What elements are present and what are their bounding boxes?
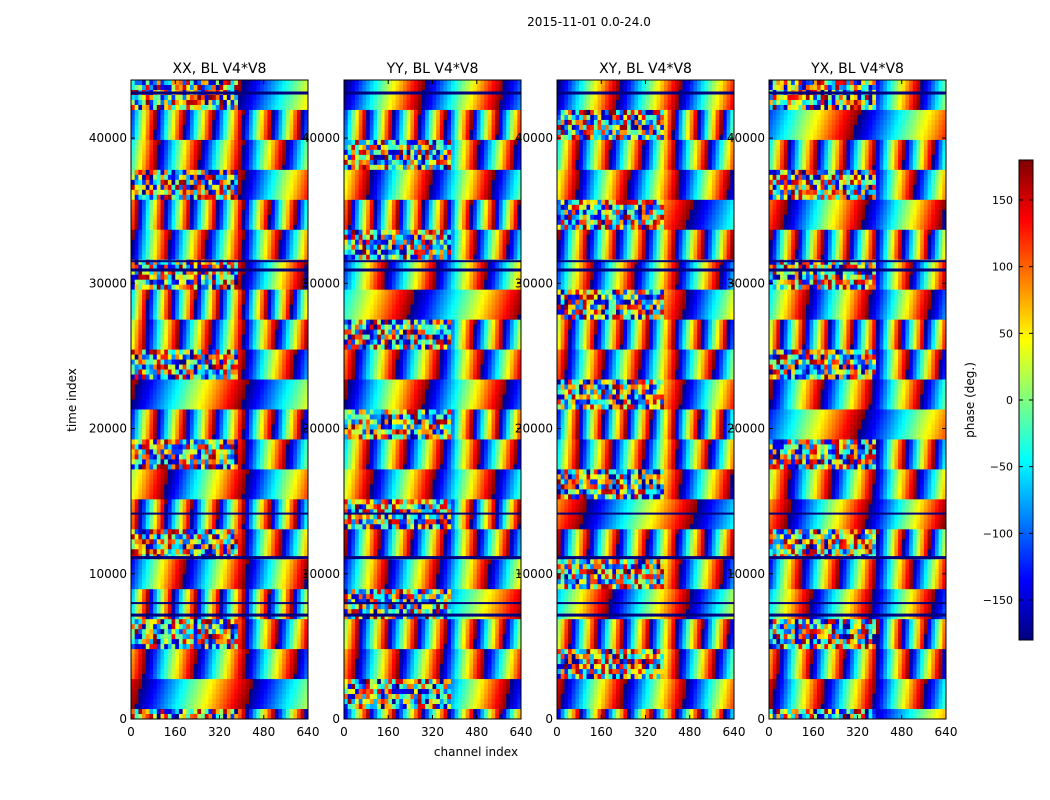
x-tick-label: 640 [297, 725, 320, 739]
colorbar-tick-label: −50 [990, 461, 1013, 474]
x-tick-label: 0 [553, 725, 561, 739]
colorbar-tick-label: −150 [983, 594, 1013, 607]
flagged-row [131, 602, 308, 605]
colorbar-tick-label: 0 [1006, 394, 1013, 407]
flagged-row [769, 613, 946, 617]
y-tick-label: 30000 [727, 276, 765, 290]
y-tick-label: 0 [119, 712, 127, 726]
flagged-row [557, 268, 734, 272]
flagged-row [344, 602, 521, 605]
flagged-row [557, 613, 734, 617]
x-tick-label: 160 [164, 725, 187, 739]
x-tick-label: 320 [208, 725, 231, 739]
x-tick-label: 160 [590, 725, 613, 739]
y-tick-label: 20000 [727, 422, 765, 436]
x-tick-label: 640 [510, 725, 533, 739]
y-tick-label: 30000 [515, 276, 553, 290]
panel-title: YY, BL V4*V8 [386, 61, 479, 77]
y-tick-label: 10000 [515, 567, 553, 581]
flagged-row [344, 556, 521, 560]
heatmap-panel-3: XY, BL V4*V8 0 160 320 480 640 0 10000 20000 3000… [515, 61, 746, 739]
y-tick-label: 40000 [515, 131, 553, 145]
x-tick-label: 160 [377, 725, 400, 739]
x-tick-label: 320 [421, 725, 444, 739]
flagged-row [769, 91, 946, 95]
flagged-row [769, 602, 946, 605]
y-tick-label: 30000 [302, 276, 340, 290]
y-tick-label: 40000 [302, 131, 340, 145]
flagged-row [131, 91, 308, 95]
figure-title: 2015-11-01 0.0-24.0 [527, 15, 651, 29]
flagged-row [557, 260, 734, 263]
x-tick-label: 480 [252, 725, 275, 739]
x-tick-label: 320 [846, 725, 869, 739]
flagged-row [557, 91, 734, 95]
y-tick-label: 0 [545, 712, 553, 726]
y-tick-label: 20000 [515, 422, 553, 436]
x-tick-label: 640 [723, 725, 746, 739]
flagged-row [131, 268, 308, 272]
y-tick-label: 0 [757, 712, 765, 726]
y-tick-label: 40000 [89, 131, 127, 145]
flagged-row [769, 512, 946, 515]
flagged-row [557, 556, 734, 560]
x-tick-label: 320 [634, 725, 657, 739]
heatmap-panels: XX, BL V4*V8 0 160 320 480 640 0 10000 20000 3000… [89, 61, 958, 739]
y-tick-label: 40000 [727, 131, 765, 145]
flagged-row [557, 602, 734, 605]
x-axis-label: channel index [434, 745, 518, 759]
heatmap-cells [769, 80, 946, 719]
x-tick-label: 0 [340, 725, 348, 739]
flagged-row [344, 613, 521, 617]
colorbar-tick-label: 50 [999, 327, 1013, 340]
x-tick-label: 0 [765, 725, 773, 739]
heatmap-panel-1: XX, BL V4*V8 0 160 320 480 640 0 10000 20000 3000… [89, 61, 320, 739]
panel-title: YX, BL V4*V8 [810, 61, 904, 77]
flagged-row [131, 613, 308, 617]
y-tick-label: 20000 [302, 422, 340, 436]
y-tick-label: 0 [332, 712, 340, 726]
y-tick-label: 30000 [89, 276, 127, 290]
heatmap-panel-4: YX, BL V4*V8 0 160 320 480 640 0 10000 20000 3000… [727, 61, 958, 739]
x-tick-label: 0 [127, 725, 135, 739]
colorbar-tick-label: 100 [992, 261, 1013, 274]
colorbar: 150 100 50 0 −50 −100 −150 [983, 159, 1034, 641]
flagged-row [769, 268, 946, 272]
panel-title: XX, BL V4*V8 [173, 61, 267, 77]
heatmap-panel-2: YY, BL V4*V8 0 160 320 480 640 0 10000 20000 3000… [302, 61, 533, 739]
y-axis-label: time index [65, 368, 79, 432]
flagged-row [769, 556, 946, 560]
colorbar-label: phase (deg.) [963, 362, 977, 438]
flagged-row [344, 260, 521, 263]
colorbar-tick-label: −100 [983, 527, 1013, 540]
flagged-row [344, 91, 521, 95]
y-tick-label: 10000 [89, 567, 127, 581]
flagged-row [131, 556, 308, 560]
flagged-row [557, 512, 734, 515]
x-tick-label: 480 [678, 725, 701, 739]
flagged-row [131, 512, 308, 515]
x-tick-label: 480 [465, 725, 488, 739]
colorbar-tick-label: 150 [992, 194, 1013, 207]
x-tick-label: 640 [935, 725, 958, 739]
y-tick-label: 10000 [727, 567, 765, 581]
y-tick-label: 10000 [302, 567, 340, 581]
y-tick-label: 20000 [89, 422, 127, 436]
flagged-row [344, 268, 521, 272]
flagged-row [344, 512, 521, 515]
flagged-row [131, 260, 308, 263]
panel-title: XY, BL V4*V8 [599, 61, 692, 77]
heatmap-cells [131, 80, 308, 719]
heatmap-cells [344, 80, 521, 719]
flagged-row [769, 260, 946, 263]
x-tick-label: 160 [802, 725, 825, 739]
heatmap-cells [557, 80, 734, 719]
x-tick-label: 480 [890, 725, 913, 739]
